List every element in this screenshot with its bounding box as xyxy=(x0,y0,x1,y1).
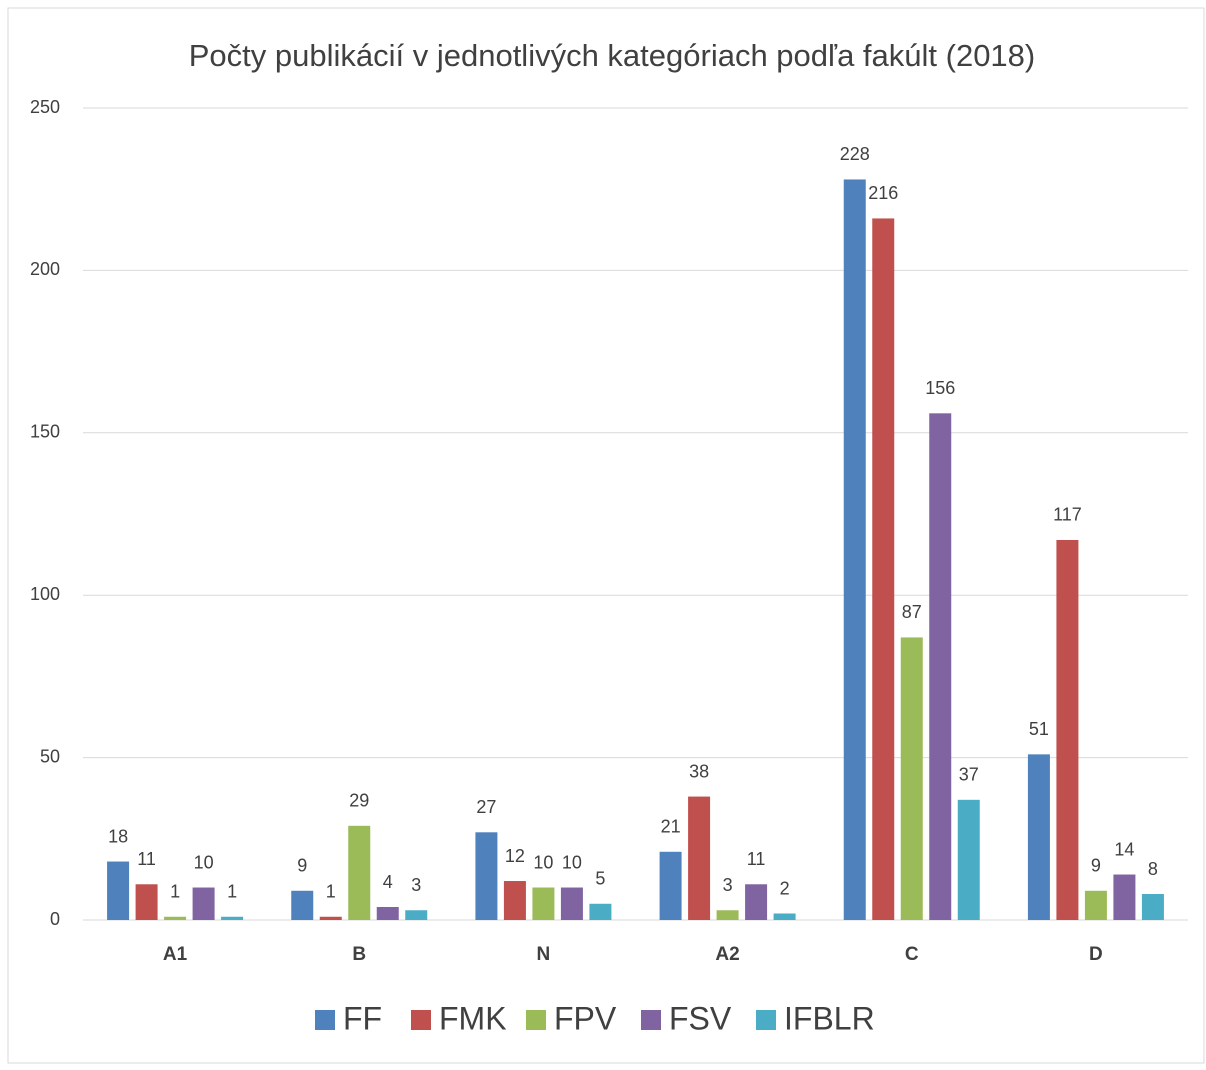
legend-label: FF xyxy=(343,1000,382,1036)
value-label: 3 xyxy=(411,875,421,895)
value-label: 12 xyxy=(505,846,525,866)
value-label: 5 xyxy=(595,869,605,889)
y-tick-label: 50 xyxy=(40,746,60,766)
bar xyxy=(164,916,187,920)
bar xyxy=(589,903,612,920)
y-tick-label: 200 xyxy=(30,259,60,279)
legend-label: FMK xyxy=(439,1000,507,1036)
bar xyxy=(291,890,314,920)
value-label: 37 xyxy=(959,765,979,785)
bar xyxy=(843,179,866,920)
bar xyxy=(405,910,428,920)
value-label: 11 xyxy=(137,849,156,869)
value-label: 216 xyxy=(868,183,898,203)
x-tick-label: C xyxy=(905,944,919,965)
bar xyxy=(900,637,923,920)
value-label: 29 xyxy=(349,791,369,811)
bar xyxy=(192,887,215,920)
bar xyxy=(532,887,555,920)
bar xyxy=(957,799,980,920)
value-label: 8 xyxy=(1148,859,1158,879)
bar xyxy=(348,825,371,920)
value-label: 117 xyxy=(1053,505,1082,525)
value-label: 1 xyxy=(326,882,336,902)
value-label: 1 xyxy=(227,882,237,902)
bar xyxy=(1056,539,1079,920)
value-label: 87 xyxy=(902,602,922,622)
bar xyxy=(319,916,342,920)
value-label: 1 xyxy=(170,882,180,902)
x-tick-label: N xyxy=(537,944,551,965)
value-label: 9 xyxy=(297,856,307,876)
value-label: 21 xyxy=(661,817,681,837)
value-label: 10 xyxy=(194,852,214,872)
bar xyxy=(135,884,158,920)
bar xyxy=(1141,894,1164,920)
value-label: 228 xyxy=(840,144,870,164)
x-tick-label: A2 xyxy=(715,944,739,965)
value-label: 10 xyxy=(562,852,582,872)
bar xyxy=(773,913,796,920)
y-tick-label: 250 xyxy=(30,97,60,117)
legend-swatch xyxy=(411,1010,431,1030)
legend-label: FSV xyxy=(669,1000,732,1036)
value-label: 4 xyxy=(383,872,393,892)
bar xyxy=(929,413,952,920)
x-tick-label: D xyxy=(1089,944,1103,965)
bar xyxy=(107,861,130,920)
bar xyxy=(376,907,399,920)
bar xyxy=(716,910,739,920)
bar xyxy=(221,916,244,920)
value-label: 38 xyxy=(689,761,709,781)
bar xyxy=(475,832,498,920)
chart-border xyxy=(7,7,1205,1064)
bar xyxy=(1113,874,1136,920)
legend-swatch xyxy=(315,1010,335,1030)
value-label: 11 xyxy=(747,849,766,869)
legend-label: IFBLR xyxy=(784,1000,875,1036)
value-label: 156 xyxy=(925,378,955,398)
value-label: 9 xyxy=(1091,856,1101,876)
bar xyxy=(560,887,583,920)
value-label: 27 xyxy=(476,797,496,817)
y-tick-label: 100 xyxy=(30,584,60,604)
bar xyxy=(503,881,526,920)
bar xyxy=(872,218,895,920)
value-label: 14 xyxy=(1114,839,1134,859)
chart-title: Počty publikácií v jednotlivých kategóri… xyxy=(189,38,1036,73)
x-tick-label: B xyxy=(352,944,366,965)
value-label: 3 xyxy=(723,875,733,895)
legend-swatch xyxy=(756,1010,776,1030)
bar xyxy=(1027,754,1050,920)
value-label: 2 xyxy=(780,878,790,898)
legend-swatch xyxy=(526,1010,546,1030)
value-label: 10 xyxy=(533,852,553,872)
x-tick-label: A1 xyxy=(163,944,188,965)
bar xyxy=(688,796,711,920)
value-label: 51 xyxy=(1029,719,1049,739)
bar xyxy=(745,884,768,920)
legend-label: FPV xyxy=(554,1000,617,1036)
y-tick-label: 150 xyxy=(30,422,60,442)
bar xyxy=(1084,890,1107,920)
legend-swatch xyxy=(641,1010,661,1030)
y-tick-label: 0 xyxy=(50,909,60,929)
bar xyxy=(659,851,682,920)
value-label: 18 xyxy=(108,826,128,846)
